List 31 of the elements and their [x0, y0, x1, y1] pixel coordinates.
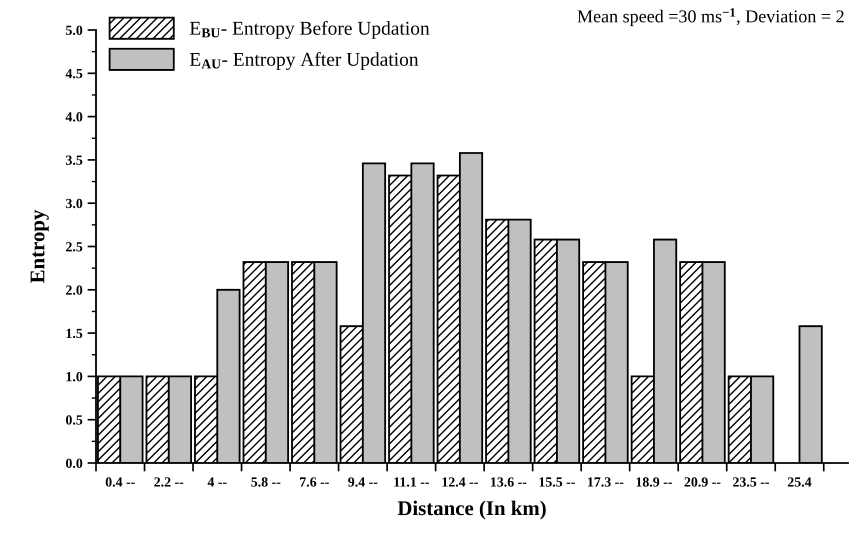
x-tick-label: 5.8 -- [251, 477, 280, 487]
y-tick-label: 2.0 [66, 285, 82, 295]
x-tick-label: 12.4 -- [442, 477, 478, 487]
y-tick-label: 2.5 [66, 242, 82, 252]
x-tick-label: 4 -- [208, 477, 227, 487]
y-tick-label: 5.0 [66, 26, 82, 36]
x-tick-label: 2.2 -- [154, 477, 184, 487]
x-tick-label: 20.9 -- [684, 477, 720, 487]
x-tick-label: 15.5 -- [540, 477, 575, 487]
x-tick-label: 13.6 -- [490, 477, 526, 487]
y-tick-label: 4.0 [66, 112, 82, 122]
y-tick-label: 1.5 [66, 328, 82, 338]
x-axis-title: Distance (In km) [398, 500, 546, 520]
x-tick-label: 0.4 -- [106, 477, 135, 487]
y-tick-label: 1.0 [66, 372, 82, 382]
y-axis-title: Entropy [30, 210, 49, 284]
text: Mean speed =30 ms$^{−1}$, Deviation = 2 [578, 8, 844, 26]
x-tick-label: 9.4 -- [348, 477, 378, 487]
x-tick-label: 17.3 -- [588, 477, 624, 487]
x-tick-label: 18.9 -- [636, 477, 672, 487]
y-tick-label: 0.5 [66, 415, 82, 425]
y-tick-label: 0.0 [66, 458, 82, 468]
y-tick-label: 4.5 [66, 68, 82, 78]
y-tick-label: 3.5 [66, 156, 82, 165]
x-tick-label: 7.6 -- [300, 477, 329, 487]
x-tick-label: 11.1 -- [394, 477, 429, 487]
legend-label: E$_{BU}$- Entropy Before Updation [190, 20, 430, 39]
y-tick-label: 3.0 [66, 198, 82, 208]
legend-label: E$_{AU}$- Entropy After Updation [190, 52, 418, 70]
x-tick-label: 25.4 [788, 477, 812, 487]
x-tick-label: 23.5 -- [733, 477, 769, 487]
